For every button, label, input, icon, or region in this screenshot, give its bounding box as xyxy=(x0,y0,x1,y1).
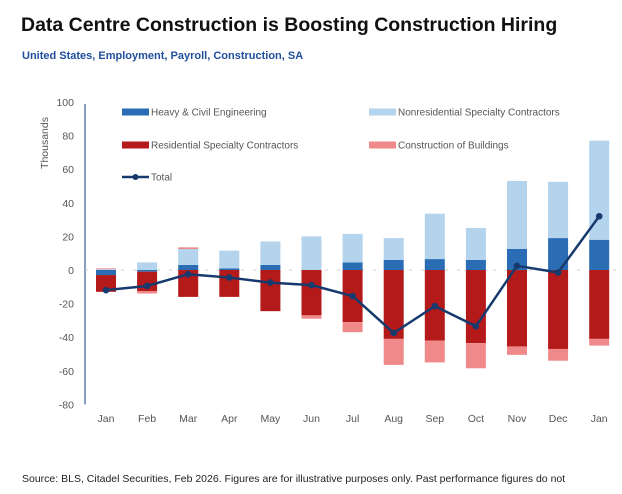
x-tick-label: Oct xyxy=(468,413,484,425)
total-point xyxy=(554,269,562,276)
bar-nonres xyxy=(465,228,486,260)
y-tick-label: 60 xyxy=(62,164,74,176)
legend-swatch-residential xyxy=(122,141,149,149)
bar-heavy xyxy=(219,268,240,270)
total-point xyxy=(226,274,233,281)
bar-nonres xyxy=(589,140,610,240)
chart-title: Data Centre Construction is Boosting Con… xyxy=(21,14,558,36)
bar-heavy xyxy=(178,264,199,270)
total-point xyxy=(513,262,521,270)
bar-nonres xyxy=(548,181,569,239)
bar-buildings xyxy=(589,338,610,346)
x-tick-label: Jul xyxy=(346,413,359,425)
bar-buildings xyxy=(342,322,363,333)
bar-residential xyxy=(465,270,486,344)
y-tick-label: -80 xyxy=(59,399,74,411)
x-tick-label: Aug xyxy=(384,413,403,425)
bar-buildings xyxy=(137,291,158,294)
total-point xyxy=(349,292,356,300)
bar-buildings xyxy=(465,343,486,369)
bar-heavy xyxy=(96,270,116,276)
x-tick-label: Jan xyxy=(591,413,608,425)
bar-nonres xyxy=(342,233,363,263)
legend-label-residential: Residential Specialty Contractors xyxy=(151,141,298,152)
bar-residential xyxy=(383,270,404,339)
x-tick-label: Mar xyxy=(179,413,198,425)
bar-heavy xyxy=(260,264,281,270)
bar-buildings xyxy=(548,348,569,361)
bar-heavy xyxy=(548,238,569,270)
total-point xyxy=(308,281,315,289)
bar-nonres xyxy=(507,180,527,249)
bar-heavy xyxy=(465,259,486,270)
bar-nonres xyxy=(137,262,158,270)
x-tick-label: Jan xyxy=(98,413,115,425)
bar-nonres xyxy=(383,238,404,260)
legend-label-total: Total xyxy=(151,173,172,184)
y-axis-label: Thousands xyxy=(39,117,51,169)
total-point xyxy=(472,322,480,330)
bar-residential xyxy=(589,270,610,339)
bar-heavy xyxy=(383,259,404,270)
bar-heavy xyxy=(589,239,610,270)
chart-subtitle: United States, Employment, Payroll, Cons… xyxy=(22,50,304,62)
y-tick-label: 40 xyxy=(62,198,74,210)
total-point xyxy=(184,270,192,278)
legend-swatch-heavy xyxy=(122,108,149,116)
y-tick-label: -60 xyxy=(59,366,74,378)
legend-marker-total xyxy=(132,174,139,180)
total-point xyxy=(267,279,274,286)
bar-heavy xyxy=(137,270,158,272)
y-tick-label: 80 xyxy=(62,131,74,143)
y-tick-label: 20 xyxy=(62,231,74,243)
y-tick-label: 0 xyxy=(68,265,74,277)
x-tick-label: Sep xyxy=(425,413,444,425)
x-tick-label: Nov xyxy=(508,413,527,425)
y-tick-label: -20 xyxy=(59,299,74,311)
x-tick-label: May xyxy=(260,413,281,425)
total-point xyxy=(102,286,110,294)
total-point xyxy=(595,212,603,220)
legend-label-buildings: Construction of Buildings xyxy=(398,141,509,152)
x-tick-label: Feb xyxy=(138,413,156,425)
legend-label-heavy: Heavy & Civil Engineering xyxy=(151,108,267,119)
bar-buildings xyxy=(178,247,199,249)
bar-nonres xyxy=(219,250,240,269)
bar-heavy xyxy=(424,259,445,270)
bar-buildings xyxy=(507,346,527,355)
bar-buildings xyxy=(96,268,116,270)
bar-buildings xyxy=(383,338,404,365)
bar-residential xyxy=(260,270,281,312)
total-point xyxy=(390,329,398,337)
bar-nonres xyxy=(178,249,199,265)
bar-residential xyxy=(507,270,527,347)
bar-heavy xyxy=(507,249,527,270)
bar-nonres xyxy=(260,241,281,265)
bar-residential xyxy=(301,270,322,316)
x-tick-label: Dec xyxy=(549,413,568,425)
x-tick-label: Apr xyxy=(221,413,238,425)
y-tick-label: -40 xyxy=(59,332,74,344)
bar-buildings xyxy=(301,315,322,319)
bar-nonres xyxy=(96,269,116,270)
bar-buildings xyxy=(424,340,445,363)
bar-heavy xyxy=(342,262,363,270)
bar-residential xyxy=(219,270,240,297)
source-note: Source: BLS, Citadel Securities, Feb 202… xyxy=(22,473,566,485)
y-tick-label: 100 xyxy=(56,97,74,109)
bar-residential xyxy=(548,270,569,349)
bar-nonres xyxy=(301,236,322,270)
bar-residential xyxy=(96,275,116,292)
total-point xyxy=(143,282,151,290)
total-point xyxy=(431,302,439,310)
chart: Thousands 100 80 60 40 20 0 -20 -40 -60 -80 Jan Feb M… xyxy=(39,97,620,425)
legend-label-nonres: Nonresidential Specialty Contractors xyxy=(398,108,560,119)
bar-nonres xyxy=(424,213,445,260)
legend-swatch-nonres xyxy=(369,108,396,116)
legend-swatch-buildings xyxy=(369,141,396,149)
x-tick-label: Jun xyxy=(303,413,320,425)
